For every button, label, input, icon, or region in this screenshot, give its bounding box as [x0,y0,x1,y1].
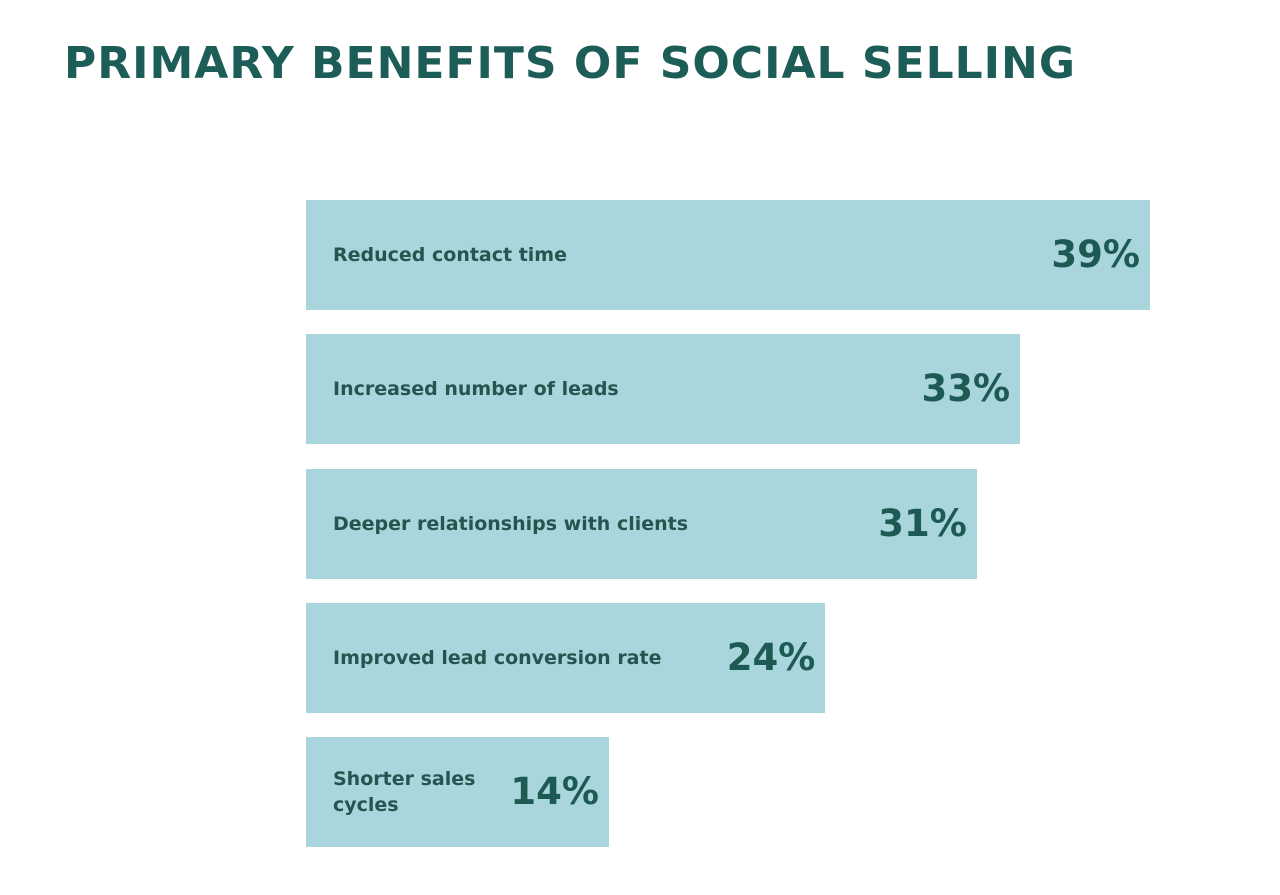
category-label: Deeper relationships with clients [333,512,689,535]
bar [306,602,826,713]
category-label: Shorter sales cycles [333,768,476,817]
bar [306,200,1150,310]
category-label: Reduced contact time [333,244,567,266]
value-label: 33% [921,367,1011,411]
value-label: 31% [878,501,967,545]
category-label: Improved lead conversion rate [333,646,662,669]
value-label: 14% [510,770,599,814]
bar [306,737,609,848]
bar [306,468,977,579]
category-label: Increased number of leads [333,378,619,401]
value-label: 39% [1051,233,1140,276]
chart-title: PRIMARY BENEFITS OF SOCIAL SELLING [64,38,1076,89]
value-label: 24% [726,635,816,679]
bar [306,334,1021,445]
